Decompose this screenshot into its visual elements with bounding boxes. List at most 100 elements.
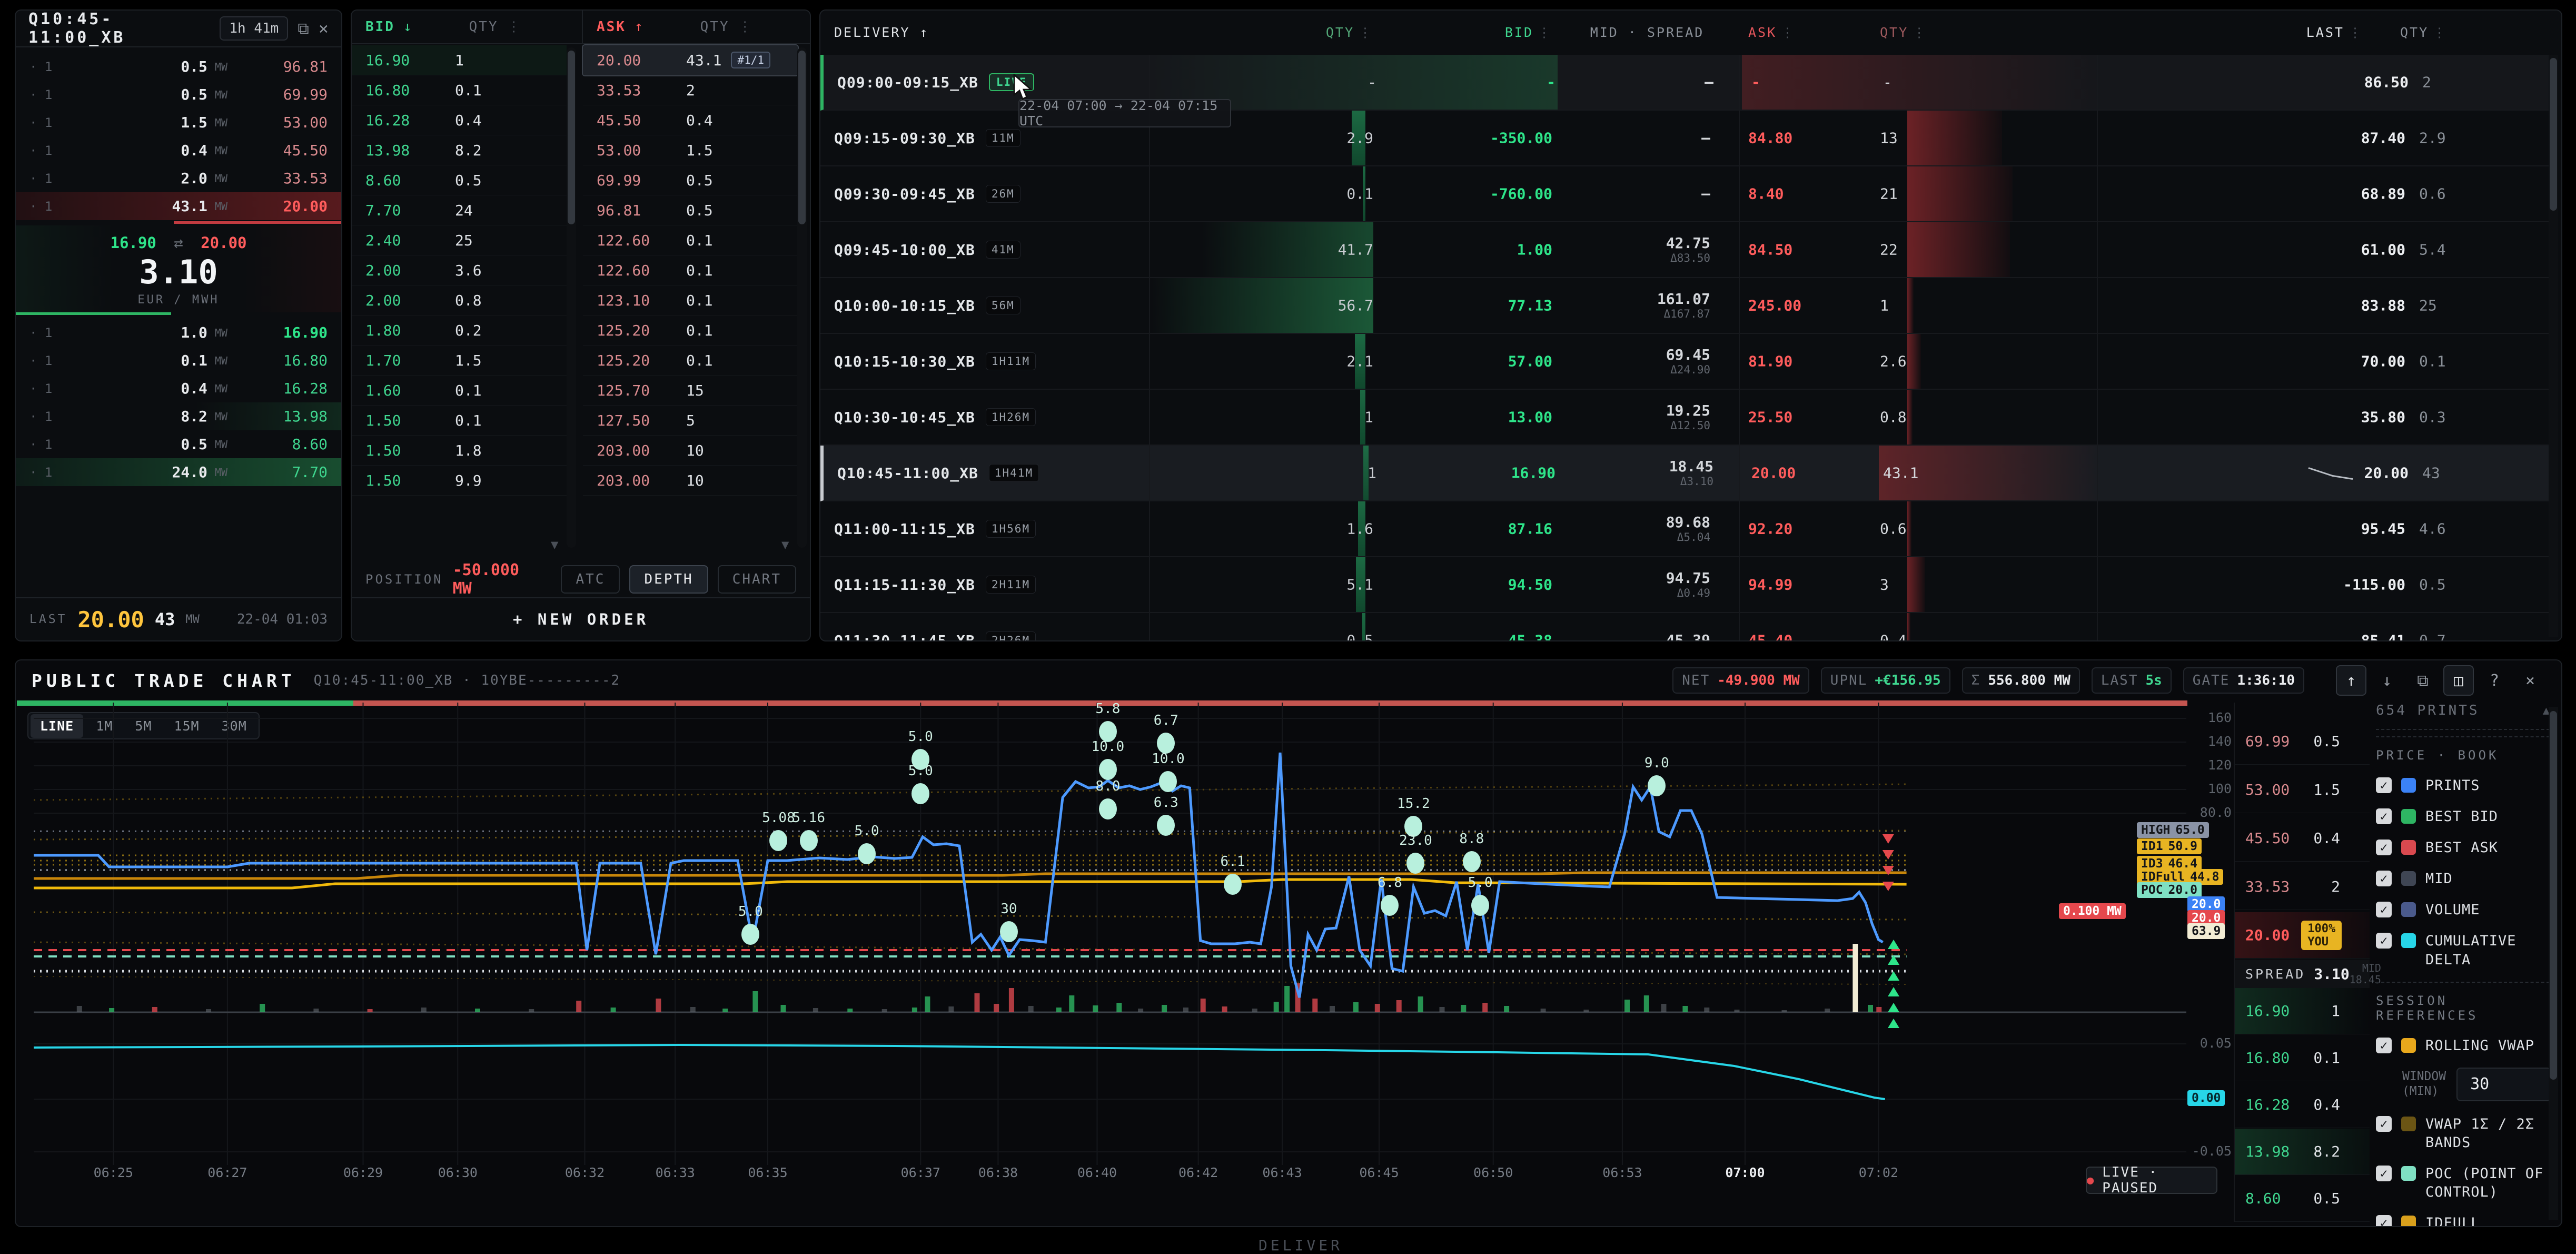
delivery-row[interactable]: Q10:45-11:00_XB1H41M116.9018.45Δ3.1020.0… bbox=[820, 446, 2550, 501]
new-order-button[interactable]: + NEW ORDER bbox=[352, 597, 810, 640]
bid-depth-row[interactable]: 2.003.6 bbox=[352, 255, 567, 285]
checkbox-checked-icon[interactable]: ✓ bbox=[2376, 1215, 2392, 1227]
kebab-icon[interactable]: ⋮ bbox=[738, 19, 754, 35]
arrow-down-icon[interactable]: ↓ bbox=[2372, 665, 2402, 696]
checkbox-checked-icon[interactable]: ✓ bbox=[2376, 808, 2392, 824]
panel-toggle-icon[interactable]: ◫ bbox=[2443, 665, 2474, 696]
delivery-row[interactable]: Q10:00-10:15_XB56M56.777.13161.07Δ167.87… bbox=[820, 278, 2550, 334]
column-header-ask[interactable]: ASK⋮ bbox=[1748, 11, 1796, 54]
bid-depth-row[interactable]: 1.501.8 bbox=[352, 436, 567, 466]
toggle-best-ask[interactable]: ✓BEST ASK bbox=[2376, 838, 2550, 857]
bid-ladder-row[interactable]: · 18.2MW13.98 bbox=[16, 402, 341, 430]
bid-ladder-row[interactable]: · 10.1MW16.80 bbox=[16, 347, 341, 374]
column-header-mid-spread[interactable]: MID · SPREAD bbox=[1558, 11, 1737, 54]
bid-column-header[interactable]: BID ↓ QTY ⋮ bbox=[352, 11, 582, 44]
ask-depth-row[interactable]: 20.0043.1#1/1 bbox=[583, 45, 798, 75]
checkbox-checked-icon[interactable]: ✓ bbox=[2376, 777, 2392, 793]
delivery-row[interactable]: Q11:30-11:45_XB2H26M0.545.3845.3945.400.… bbox=[820, 613, 2550, 640]
bid-depth-row[interactable]: 2.4025 bbox=[352, 225, 567, 255]
checkbox-checked-icon[interactable]: ✓ bbox=[2376, 933, 2392, 949]
close-icon[interactable]: × bbox=[319, 18, 329, 38]
bid-depth-row[interactable]: 16.280.4 bbox=[352, 105, 567, 135]
toggle-idfull-session-vwap-[interactable]: ✓IDFULL (SESSION VWAP) bbox=[2376, 1214, 2550, 1227]
bid-scroll-thumb[interactable] bbox=[568, 51, 575, 224]
bid-depth-row[interactable]: 1.800.2 bbox=[352, 315, 567, 345]
chart-ladder-ask-row[interactable]: 53.001.5 bbox=[2235, 767, 2370, 813]
ask-depth-row[interactable]: 203.0010 bbox=[583, 466, 798, 496]
checkbox-checked-icon[interactable]: ✓ bbox=[2376, 1038, 2392, 1053]
bid-depth-row[interactable]: 1.509.9 bbox=[352, 466, 567, 496]
tab-chart[interactable]: CHART bbox=[718, 565, 796, 594]
toggle-volume[interactable]: ✓VOLUME bbox=[2376, 901, 2550, 919]
bid-depth-row[interactable]: 2.000.8 bbox=[352, 285, 567, 315]
toggle-rolling-vwap[interactable]: ✓ROLLING VWAP bbox=[2376, 1036, 2550, 1055]
checkbox-checked-icon[interactable]: ✓ bbox=[2376, 840, 2392, 855]
toggle-prints[interactable]: ✓PRINTS bbox=[2376, 776, 2550, 795]
table-scroll-thumb[interactable] bbox=[2550, 58, 2557, 211]
bid-ladder-row[interactable]: · 10.5MW8.60 bbox=[16, 430, 341, 458]
bid-depth-row[interactable]: 13.988.2 bbox=[352, 135, 567, 165]
bid-depth-row[interactable]: 1.701.5 bbox=[352, 345, 567, 376]
ask-depth-row[interactable]: 96.810.5 bbox=[583, 195, 798, 225]
bid-depth-row[interactable]: 8.600.5 bbox=[352, 165, 567, 195]
help-icon[interactable]: ? bbox=[2479, 665, 2510, 696]
delivery-row[interactable]: Q10:15-10:30_XB1H11M2.157.0069.45Δ24.908… bbox=[820, 334, 2550, 390]
chart-ladder-ask-row[interactable]: 20.00100% YOU bbox=[2235, 912, 2370, 959]
vwap-window-input[interactable] bbox=[2456, 1068, 2551, 1101]
chart-ladder-bid-row[interactable]: 13.988.2 bbox=[2235, 1129, 2370, 1175]
column-header-bid[interactable]: BID⋮ bbox=[1442, 11, 1552, 54]
bid-depth-row[interactable]: 16.901 bbox=[352, 45, 567, 75]
bid-depth-row[interactable]: 1.500.1 bbox=[352, 406, 567, 436]
checkbox-checked-icon[interactable]: ✓ bbox=[2376, 1116, 2392, 1132]
column-header-qty[interactable]: QTY⋮ bbox=[1268, 11, 1373, 54]
column-header-delivery[interactable]: DELIVERY ↑ bbox=[834, 11, 929, 54]
ask-depth-row[interactable]: 123.100.1 bbox=[583, 285, 798, 315]
toggle-vwap-1-2-bands[interactable]: ✓VWAP 1Σ / 2Σ BANDS bbox=[2376, 1115, 2550, 1152]
ask-scroll-more-icon[interactable]: ▼ bbox=[781, 537, 789, 552]
live-paused-button[interactable]: ● LIVE · PAUSED bbox=[2086, 1167, 2217, 1194]
ask-depth-row[interactable]: 45.500.4 bbox=[583, 105, 798, 135]
chart-ladder-ask-row[interactable]: 45.500.4 bbox=[2235, 815, 2370, 862]
tab-depth[interactable]: DEPTH bbox=[629, 565, 708, 594]
ask-depth-row[interactable]: 122.600.1 bbox=[583, 255, 798, 285]
pop-out-icon[interactable]: ⧉ bbox=[298, 19, 309, 38]
chart-ladder-bid-row[interactable]: 16.280.4 bbox=[2235, 1082, 2370, 1128]
bid-depth-row[interactable]: 1.600.1 bbox=[352, 376, 567, 406]
price-chart-plot[interactable] bbox=[34, 703, 2186, 1165]
toggle-cumulative-delta[interactable]: ✓CUMULATIVE DELTA bbox=[2376, 932, 2550, 969]
ask-ladder-row[interactable]: · 11.5MW53.00 bbox=[16, 108, 341, 136]
checkbox-checked-icon[interactable]: ✓ bbox=[2376, 1166, 2392, 1181]
ask-depth-row[interactable]: 69.990.5 bbox=[583, 165, 798, 195]
arrow-up-icon[interactable]: ↑ bbox=[2336, 665, 2366, 696]
kebab-icon[interactable]: ⋮ bbox=[507, 19, 522, 35]
bid-ladder-row[interactable]: · 11.0MW16.90 bbox=[16, 319, 341, 347]
options-scroll-thumb[interactable] bbox=[2550, 711, 2557, 1080]
toggle-best-bid[interactable]: ✓BEST BID bbox=[2376, 807, 2550, 826]
delivery-row[interactable]: Q10:30-10:45_XB1H26M113.0019.25Δ12.5025.… bbox=[820, 390, 2550, 446]
close-icon[interactable]: × bbox=[2515, 665, 2545, 696]
toggle-poc-point-of-control-[interactable]: ✓POC (POINT OF CONTROL) bbox=[2376, 1164, 2550, 1201]
ask-ladder-row[interactable]: · 10.5MW69.99 bbox=[16, 81, 341, 108]
ask-depth-row[interactable]: 33.532 bbox=[583, 75, 798, 105]
ask-depth-row[interactable]: 125.7015 bbox=[583, 376, 798, 406]
bid-ladder-row[interactable]: · 10.4MW16.28 bbox=[16, 374, 341, 402]
ask-depth-row[interactable]: 127.505 bbox=[583, 406, 798, 436]
toggle-mid[interactable]: ✓MID bbox=[2376, 870, 2550, 888]
delivery-row[interactable]: Q09:45-10:00_XB41M41.71.0042.75Δ83.5084.… bbox=[820, 222, 2550, 278]
chart-ladder-bid-row[interactable]: 8.600.5 bbox=[2235, 1176, 2370, 1222]
ask-depth-row[interactable]: 122.600.1 bbox=[583, 225, 798, 255]
ask-scroll-thumb[interactable] bbox=[798, 51, 806, 224]
ask-ladder-row[interactable]: · 10.5MW96.81 bbox=[16, 53, 341, 81]
bid-ladder-row[interactable]: · 124.0MW7.70 bbox=[16, 458, 341, 486]
chart-ladder-bid-row[interactable]: 16.800.1 bbox=[2235, 1035, 2370, 1081]
column-header-last[interactable]: LAST⋮ bbox=[2211, 11, 2363, 54]
delivery-row[interactable]: Q11:00-11:15_XB1H56M1.687.1689.68Δ5.0492… bbox=[820, 501, 2550, 557]
ask-depth-row[interactable]: 125.200.1 bbox=[583, 315, 798, 345]
ask-column-header[interactable]: ASK ↑ QTY ⋮ bbox=[582, 11, 811, 44]
tab-atc[interactable]: ATC bbox=[561, 565, 620, 594]
bid-scroll-more-icon[interactable]: ▼ bbox=[551, 537, 558, 552]
checkbox-checked-icon[interactable]: ✓ bbox=[2376, 871, 2392, 886]
ask-ladder-row[interactable]: · 12.0MW33.53 bbox=[16, 164, 341, 192]
ask-ladder-row[interactable]: · 10.4MW45.50 bbox=[16, 136, 341, 164]
external-link-icon[interactable]: ⧉ bbox=[2407, 665, 2438, 696]
